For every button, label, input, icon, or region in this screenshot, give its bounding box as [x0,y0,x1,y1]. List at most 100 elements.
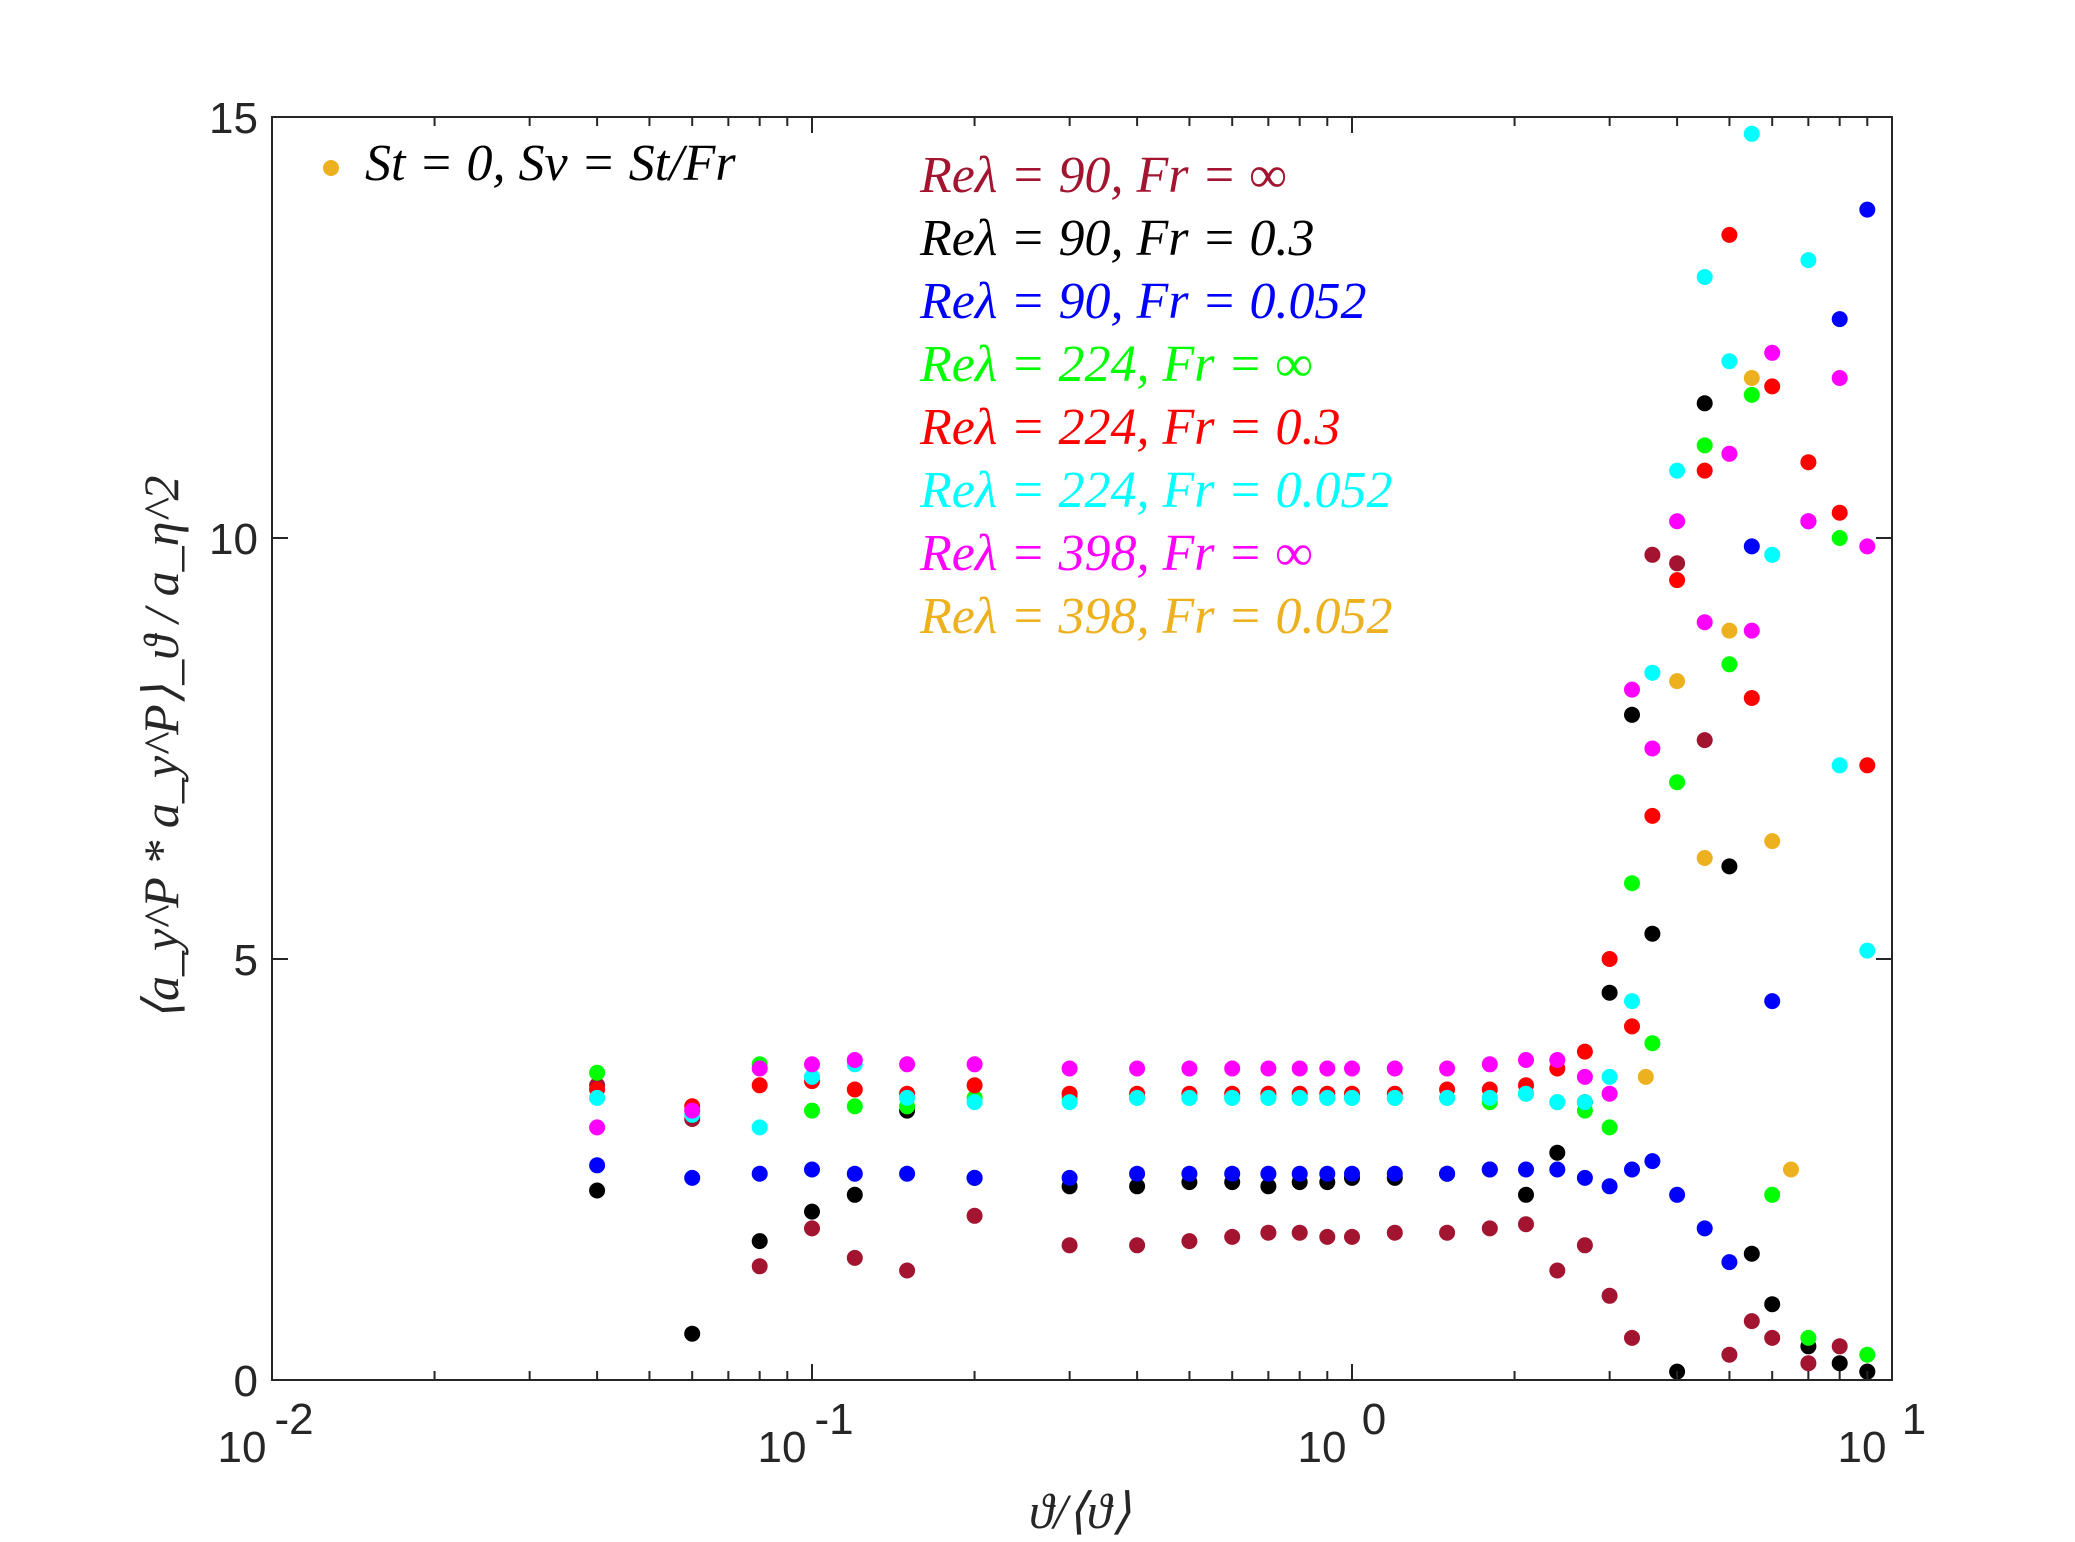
data-point [1386,1089,1403,1106]
y-tick-label: 0 [234,1357,258,1406]
data-point [1439,1224,1456,1241]
y-tick-label: 10 [209,515,258,564]
data-point [1260,1224,1277,1241]
data-point [1481,1056,1498,1073]
legend-entry: Reλ = 90, Fr = 0.052 [919,273,1367,330]
data-point [1439,1060,1456,1077]
data-point [1743,125,1760,142]
data-point [1831,311,1848,328]
x-tick-label: 10 [1298,1423,1347,1472]
data-point [1576,1068,1593,1085]
data-point [1576,1043,1593,1060]
legend-entry: Reλ = 398, Fr = 0.052 [919,588,1393,645]
data-point [1549,1262,1566,1279]
data-point [1637,1068,1654,1085]
data-point [1644,664,1661,681]
data-point [1061,1169,1078,1186]
data-point [1624,875,1640,892]
data-point [684,1102,701,1119]
data-point [1669,462,1686,479]
data-point [1831,1355,1848,1372]
data-point [1224,1165,1241,1182]
data-point [1386,1165,1403,1182]
data-point [966,1169,983,1186]
data-point [1481,1220,1498,1237]
data-point [1319,1060,1336,1077]
data-point [1518,1085,1534,1102]
data-point [1181,1089,1198,1106]
x-tick-label-exponent: -1 [814,1395,853,1444]
data-point [1624,1329,1640,1346]
data-point [1859,757,1876,774]
marker-legend-dot [323,160,339,176]
data-point [1831,370,1848,386]
data-point [1291,1224,1308,1241]
data-point [1439,1089,1456,1106]
data-point [1291,1165,1308,1182]
y-tick-labels: 0 5 10 15 [209,94,258,1406]
data-point [846,1249,863,1266]
data-points [589,125,1876,1380]
data-point [899,1089,916,1106]
data-point [1743,690,1760,706]
data-point [1721,226,1738,243]
data-point [589,1182,606,1199]
data-point [751,1165,768,1182]
data-point [1764,1296,1781,1313]
data-point [1518,1161,1534,1178]
data-point [899,1262,916,1279]
data-point [1743,386,1760,403]
y-tick-label: 5 [234,936,258,985]
data-point [1601,1085,1618,1102]
data-point [751,1119,768,1136]
data-point [1291,1089,1308,1106]
data-point [1129,1178,1146,1195]
data-point [684,1325,701,1342]
data-point [1129,1089,1146,1106]
data-point [1669,774,1686,791]
x-tick-label: 10 [1838,1423,1887,1472]
data-point [846,1165,863,1182]
legend-entry: Reλ = 90, Fr = ∞ [919,147,1287,204]
data-point [1721,353,1738,370]
legend-entry: Reλ = 224, Fr = 0.3 [919,399,1341,456]
data-point [966,1077,983,1094]
data-point [1344,1060,1360,1077]
data-point [1601,951,1618,967]
data-point [1800,1355,1817,1372]
data-point [1061,1237,1078,1254]
data-point [1644,925,1661,942]
data-point [1764,546,1781,563]
data-point [966,1056,983,1073]
data-point [1743,370,1760,386]
data-point [1743,538,1760,555]
data-point [1386,1060,1403,1077]
data-point [966,1094,983,1111]
data-point [1831,1338,1848,1355]
x-tick-label-exponent: 0 [1362,1395,1386,1444]
data-point [804,1220,820,1237]
data-point [1481,1089,1498,1106]
x-tick-label-exponent: -2 [274,1395,313,1444]
data-point [1764,993,1781,1010]
data-point [684,1169,701,1186]
data-point [899,1056,916,1073]
data-point [1129,1060,1146,1077]
data-point [1319,1089,1336,1106]
data-point [589,1064,606,1081]
data-point [1644,740,1661,757]
data-point [1669,673,1686,690]
data-point [751,1233,768,1250]
data-point [1576,1237,1593,1254]
data-point [846,1081,863,1098]
data-point [1129,1237,1146,1254]
x-axis-label: ϑ/⟨ϑ⟩ [1029,1483,1131,1539]
data-point [1549,1161,1566,1178]
data-point [1518,1216,1534,1233]
data-point [1669,513,1686,530]
data-point [1129,1165,1146,1182]
data-point [1624,706,1640,723]
data-point [1319,1228,1336,1245]
data-point [804,1161,820,1178]
